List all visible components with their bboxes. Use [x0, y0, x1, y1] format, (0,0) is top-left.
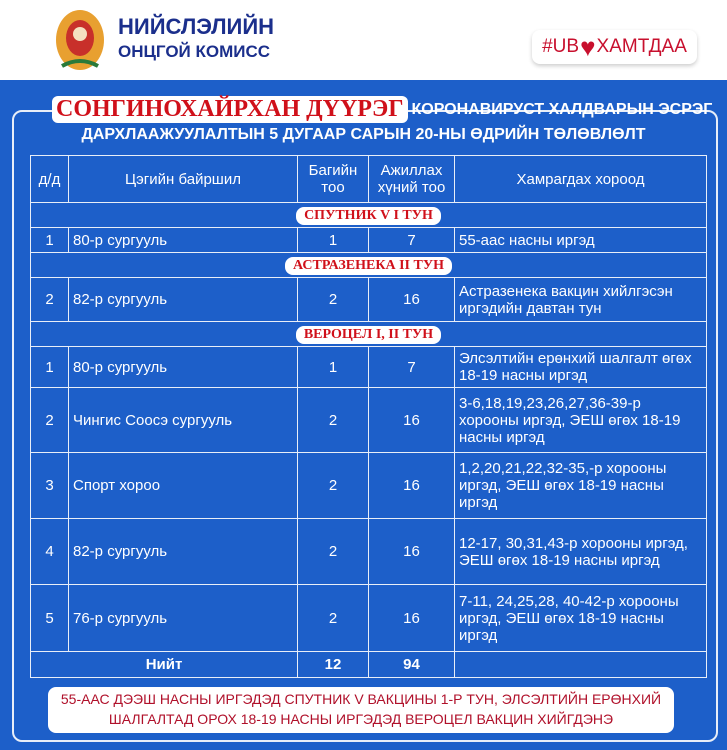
section-cell: СПУТНИК V I ТУН — [30, 202, 707, 228]
coverage-cell: 3-6,18,19,23,26,27,36-39-р хорооны иргэд… — [454, 387, 707, 453]
teams-cell: 2 — [297, 518, 369, 585]
title-line1: КОРОНАВИРУСТ ХАЛДВАРЫН ЭСРЭГ — [411, 100, 713, 118]
coverage-cell: 12-17, 30,31,43-р хорооны иргэд, ЭЕШ өгө… — [454, 518, 707, 585]
coverage-cell: Астразенека вакцин хийлгэсэн иргэдийн да… — [454, 277, 707, 322]
location-cell: 82-р сургууль — [68, 518, 298, 585]
teams-cell: 2 — [297, 584, 369, 652]
teams-cell: 1 — [297, 227, 369, 253]
row-number: 5 — [30, 584, 69, 652]
heart-icon: ♥ — [580, 31, 596, 62]
staff-cell: 16 — [368, 452, 455, 519]
row-number: 1 — [30, 227, 69, 253]
row-number: 2 — [30, 277, 69, 322]
location-cell: Чингис Соосэ сургууль — [68, 387, 298, 453]
teams-cell: 2 — [297, 387, 369, 453]
staff-cell: 7 — [368, 227, 455, 253]
title-line2: ДАРХЛААЖУУЛАЛТЫН 5 ДУГААР САРЫН 20-НЫ ӨД… — [81, 126, 646, 143]
section-title: АСТРАЗЕНЕКА II ТУН — [285, 256, 452, 275]
teams-cell: 2 — [297, 277, 369, 322]
table-row: 2 Чингис Соосэ сургууль 2 16 3-6,18,19,23,26… — [30, 387, 707, 453]
section-title: СПУТНИК V I ТУН — [296, 206, 441, 225]
row-number: 4 — [30, 518, 69, 585]
hashtag-right: ХАМТДАА — [596, 36, 687, 57]
column-header: Багийн тоо — [297, 155, 369, 203]
column-header: Ажиллах хүний тоо — [368, 155, 455, 203]
staff-cell: 16 — [368, 518, 455, 585]
hashtag-left: #UB — [542, 36, 580, 57]
total-staff: 94 — [368, 651, 455, 678]
section-title: ВЕРОЦЕЛ I, II ТУН — [295, 325, 442, 344]
teams-cell: 2 — [297, 452, 369, 519]
table-row: 2 82-р сургууль 2 16 Астразенека вакцин хийл… — [30, 277, 707, 322]
table-row: 3 Спорт хороо 2 16 1,2,20,21,22,32-35,-р хор… — [30, 452, 707, 519]
row-number: 2 — [30, 387, 69, 453]
location-cell: 82-р сургууль — [68, 277, 298, 322]
row-number: 1 — [30, 346, 69, 388]
footer-note: 55-ААС ДЭЭШ НАСНЫ ИРГЭДЭД СПУТНИК V ВАКЦ… — [48, 687, 674, 733]
staff-cell: 16 — [368, 277, 455, 322]
vaccination-plan-table: д/д Цэгийн байршил Багийн тоо Ажиллах хүний… — [30, 155, 707, 678]
column-header: д/д — [30, 155, 69, 203]
header-bar: НИЙСЛЭЛИЙН ОНЦГОЙ КОМИСС #UB ♥ ХАМТДАА — [0, 0, 727, 80]
section-cell: ВЕРОЦЕЛ I, II ТУН — [30, 321, 707, 347]
coverage-cell: 7-11, 24,25,28, 40-42-р хорооны иргэд, Э… — [454, 584, 707, 652]
org-name-line2: ОНЦГОЙ КОМИСС — [118, 42, 271, 61]
empty-cell — [454, 651, 707, 678]
coverage-cell: 1,2,20,21,22,32-35,-р хорооны иргэд, ЭЕШ… — [454, 452, 707, 519]
coverage-cell: 55-аас насны иргэд — [454, 227, 707, 253]
org-name-line1: НИЙСЛЭЛИЙН — [118, 14, 275, 39]
table-row: 5 76-р сургууль 2 16 7-11, 24,25,28, 40-42-р… — [30, 584, 707, 652]
emblem-logo-icon — [56, 10, 104, 70]
hashtag-badge: #UB ♥ ХАМТДАА — [532, 30, 697, 64]
district-name: СОНГИНОХАЙРХАН ДҮҮРЭГ — [52, 96, 408, 123]
section-cell: АСТРАЗЕНЕКА II ТУН — [30, 252, 707, 278]
table-row: 4 82-р сургууль 2 16 12-17, 30,31,43-р хороо… — [30, 518, 707, 585]
staff-cell: 16 — [368, 387, 455, 453]
teams-cell: 1 — [297, 346, 369, 388]
table-row: 1 80-р сургууль 1 7 Элсэлтийн ерөнхий шалгал… — [30, 346, 707, 388]
section-row: ВЕРОЦЕЛ I, II ТУН — [30, 321, 707, 347]
staff-cell: 7 — [368, 346, 455, 388]
location-cell: 80-р сургууль — [68, 346, 298, 388]
total-label: Нийт — [30, 651, 298, 678]
row-number: 3 — [30, 452, 69, 519]
table-header-row: д/д Цэгийн байршил Багийн тоо Ажиллах хүний… — [30, 155, 707, 203]
note-line1: 55-ААС ДЭЭШ НАСНЫ ИРГЭДЭД СПУТНИК V ВАКЦ… — [60, 691, 662, 707]
location-cell: 76-р сургууль — [68, 584, 298, 652]
staff-cell: 16 — [368, 584, 455, 652]
total-teams: 12 — [297, 651, 369, 678]
column-header: Цэгийн байршил — [68, 155, 298, 203]
location-cell: Спорт хороо — [68, 452, 298, 519]
column-header: Хамрагдах хороод — [454, 155, 707, 203]
section-row: АСТРАЗЕНЕКА II ТУН — [30, 252, 707, 278]
section-row: СПУТНИК V I ТУН — [30, 202, 707, 228]
table-row: 1 80-р сургууль 1 7 55-аас насны иргэд — [30, 227, 707, 253]
coverage-cell: Элсэлтийн ерөнхий шалгалт өгөх 18-19 нас… — [454, 346, 707, 388]
location-cell: 80-р сургууль — [68, 227, 298, 253]
total-row: Нийт 12 94 — [30, 651, 707, 678]
note-line2: ШАЛГАЛТАД ОРОХ 18-19 НАСНЫ ИРГЭДЭД ВЕРОЦ… — [108, 711, 614, 727]
